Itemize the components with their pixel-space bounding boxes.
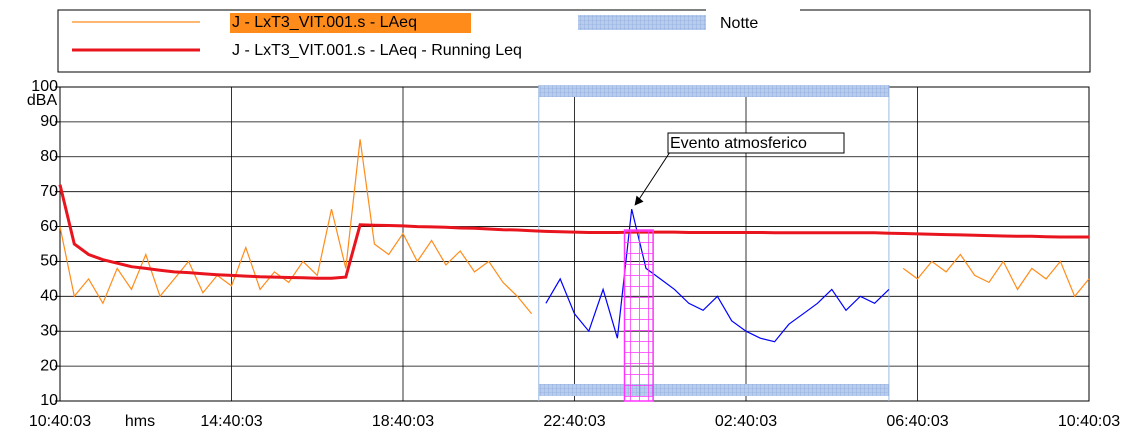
x-tick-label: 02:40:03 xyxy=(715,413,777,430)
legend-label: J - LxT3_VIT.001.s - LAeq - Running Leq xyxy=(232,42,522,59)
arrow-head xyxy=(634,195,644,206)
night-band-top xyxy=(538,85,889,97)
y-axis-label: dBA xyxy=(27,92,58,109)
y-tick-label: 40 xyxy=(40,288,58,305)
y-tick-label: 80 xyxy=(40,148,58,165)
legend-label: Notte xyxy=(720,15,758,32)
series-line xyxy=(902,253,1090,298)
series-line xyxy=(59,139,533,315)
legend-box xyxy=(57,9,1091,73)
x-tick-label: 22:40:03 xyxy=(543,413,605,430)
x-tick-label: 18:40:03 xyxy=(372,413,434,430)
y-tick-label: 10 xyxy=(40,392,58,409)
legend-highlight xyxy=(230,13,471,33)
night-band-bottom xyxy=(538,384,889,396)
annotation-box xyxy=(667,132,845,154)
x-axis-label: hms xyxy=(125,413,155,430)
y-tick-label: 50 xyxy=(40,253,58,270)
x-tick-label: 10:40:03 xyxy=(1058,413,1120,430)
y-tick-label: 20 xyxy=(40,357,58,374)
series-line xyxy=(545,208,890,343)
event-marker xyxy=(623,229,654,402)
legend: J - LxT3_VIT.001.s - LAeq J - LxT3_VIT.00… xyxy=(72,13,758,59)
y-tick-label: 60 xyxy=(40,218,58,235)
x-tick-label: 14:40:03 xyxy=(200,413,262,430)
y-tick-label: 70 xyxy=(40,183,58,200)
legend-swatch xyxy=(578,15,706,30)
annotation-arrow xyxy=(637,151,671,202)
y-tick-label: 90 xyxy=(40,113,58,130)
annotation-text: Evento atmosferico xyxy=(670,135,807,152)
x-tick-label: 10:40:03 xyxy=(29,413,91,430)
legend-label: J - LxT3_VIT.001.s - LAeq xyxy=(232,14,417,31)
x-tick-label: 06:40:03 xyxy=(886,413,948,430)
y-tick-label: 30 xyxy=(40,322,58,339)
y-tick-label: 100 xyxy=(31,78,58,95)
series-line xyxy=(58,184,1089,280)
